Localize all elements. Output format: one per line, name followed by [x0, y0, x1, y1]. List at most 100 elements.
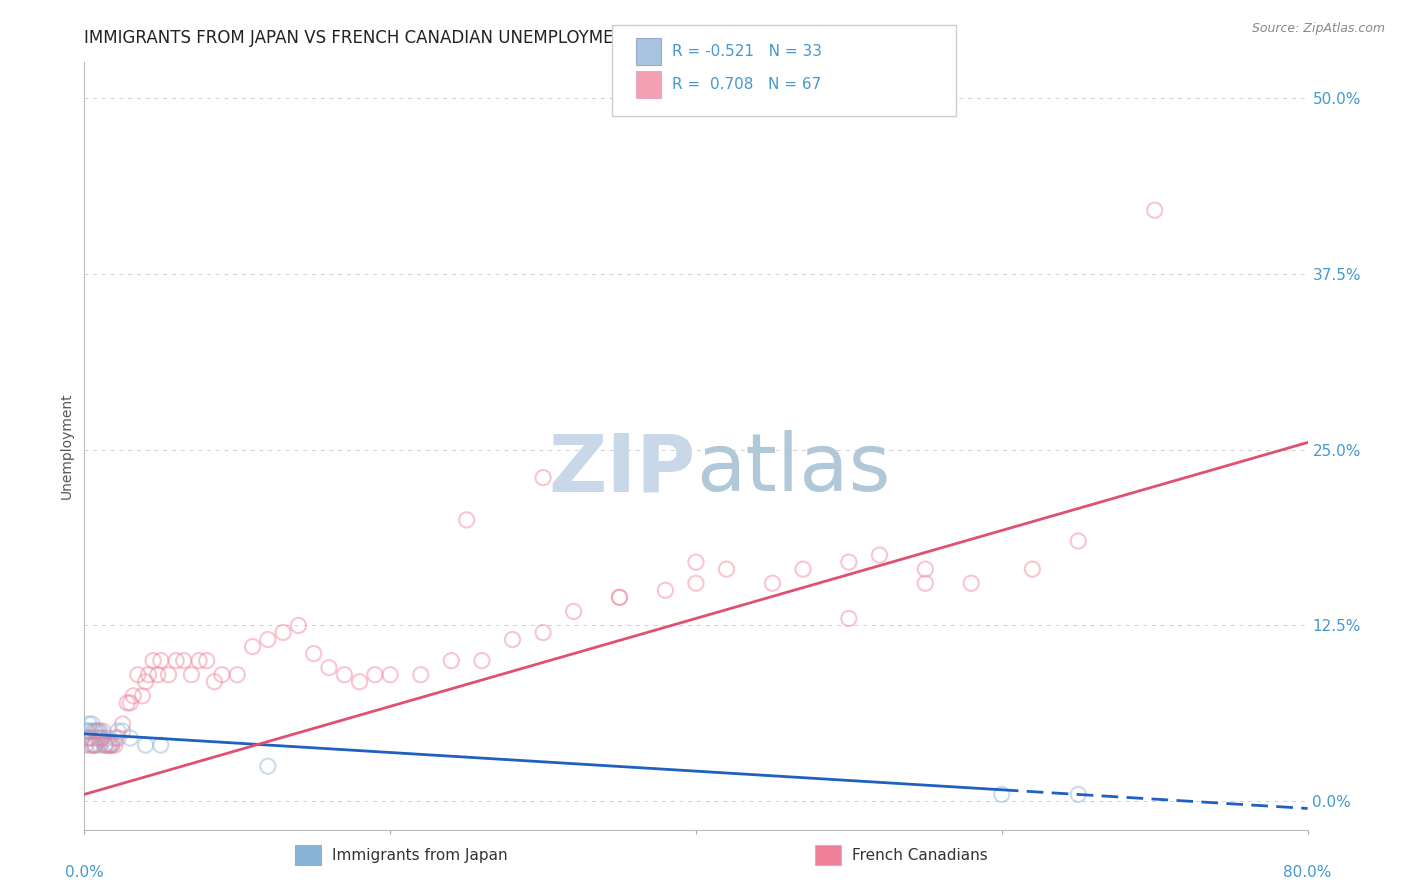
- Point: [456, 513, 478, 527]
- Point: [838, 555, 860, 569]
- Point: [609, 591, 631, 605]
- Point: [531, 471, 554, 485]
- Point: [90, 731, 112, 745]
- Point: [654, 583, 676, 598]
- Point: [97, 738, 120, 752]
- Point: [120, 731, 142, 745]
- Point: [84, 724, 107, 739]
- Text: R = -0.521   N = 33: R = -0.521 N = 33: [672, 45, 823, 59]
- Point: [471, 654, 494, 668]
- Text: ZIP: ZIP: [548, 430, 696, 508]
- Point: [287, 618, 309, 632]
- Point: [364, 667, 387, 681]
- Point: [333, 667, 356, 681]
- Point: [914, 562, 936, 576]
- Point: [86, 724, 108, 739]
- Point: [115, 696, 138, 710]
- Point: [135, 674, 157, 689]
- Point: [80, 731, 103, 745]
- Point: [77, 731, 100, 745]
- Point: [96, 731, 118, 745]
- Point: [104, 738, 127, 752]
- Point: [120, 696, 142, 710]
- Point: [111, 724, 134, 739]
- Point: [91, 724, 114, 739]
- Point: [761, 576, 783, 591]
- Point: [75, 738, 97, 752]
- Point: [107, 731, 129, 745]
- Point: [1021, 562, 1043, 576]
- Point: [97, 738, 120, 752]
- Point: [142, 654, 165, 668]
- Point: [94, 738, 117, 752]
- Point: [180, 667, 202, 681]
- Point: [157, 667, 180, 681]
- Point: [83, 724, 105, 739]
- Point: [991, 788, 1014, 802]
- Point: [98, 738, 121, 752]
- Point: [79, 738, 101, 752]
- Point: [89, 738, 111, 752]
- Point: [111, 717, 134, 731]
- Point: [226, 667, 249, 681]
- Point: [685, 555, 707, 569]
- Point: [91, 731, 114, 745]
- Point: [131, 689, 153, 703]
- Point: [80, 738, 103, 752]
- Point: [173, 654, 195, 668]
- Point: [84, 738, 107, 752]
- Text: Immigrants from Japan: Immigrants from Japan: [332, 847, 508, 863]
- Point: [107, 724, 129, 739]
- Y-axis label: Unemployment: Unemployment: [60, 392, 75, 500]
- Point: [101, 738, 124, 752]
- Point: [89, 731, 111, 745]
- Point: [80, 717, 103, 731]
- Point: [792, 562, 814, 576]
- Point: [93, 738, 115, 752]
- Point: [349, 674, 371, 689]
- Point: [104, 731, 127, 745]
- Point: [211, 667, 233, 681]
- Point: [531, 625, 554, 640]
- Point: [165, 654, 187, 668]
- Text: 80.0%: 80.0%: [1284, 864, 1331, 880]
- Text: French Canadians: French Canadians: [852, 847, 988, 863]
- Point: [146, 667, 169, 681]
- Point: [1067, 534, 1090, 549]
- Point: [914, 576, 936, 591]
- Point: [76, 724, 98, 739]
- Point: [101, 738, 124, 752]
- Point: [84, 738, 107, 752]
- Point: [960, 576, 983, 591]
- Point: [75, 724, 97, 739]
- Point: [440, 654, 463, 668]
- Point: [94, 738, 117, 752]
- Point: [188, 654, 211, 668]
- Text: Source: ZipAtlas.com: Source: ZipAtlas.com: [1251, 22, 1385, 36]
- Point: [257, 632, 280, 647]
- Point: [135, 738, 157, 752]
- Point: [149, 654, 172, 668]
- Point: [1143, 203, 1166, 218]
- Point: [149, 738, 172, 752]
- Point: [127, 667, 149, 681]
- Point: [138, 667, 160, 681]
- Point: [195, 654, 218, 668]
- Point: [202, 674, 225, 689]
- Point: [257, 759, 280, 773]
- Point: [716, 562, 738, 576]
- Point: [242, 640, 264, 654]
- Point: [122, 689, 145, 703]
- Point: [409, 667, 432, 681]
- Point: [77, 717, 100, 731]
- Text: 0.0%: 0.0%: [65, 864, 104, 880]
- Point: [869, 548, 891, 562]
- Point: [685, 576, 707, 591]
- Point: [380, 667, 402, 681]
- Point: [83, 738, 105, 752]
- Point: [302, 647, 325, 661]
- Point: [271, 625, 294, 640]
- Text: IMMIGRANTS FROM JAPAN VS FRENCH CANADIAN UNEMPLOYMENT CORRELATION CHART: IMMIGRANTS FROM JAPAN VS FRENCH CANADIAN…: [84, 29, 821, 47]
- Point: [838, 611, 860, 625]
- Point: [89, 724, 111, 739]
